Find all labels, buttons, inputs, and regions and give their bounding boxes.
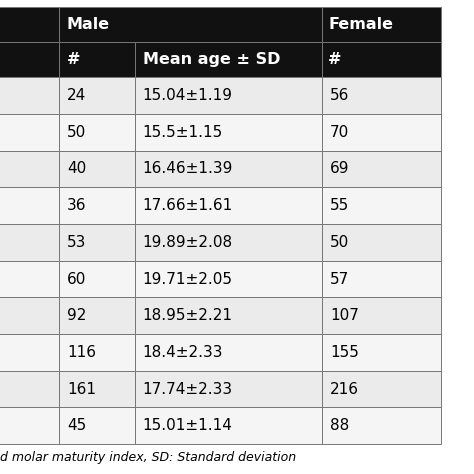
Bar [59, 187, 135, 224]
Bar [322, 224, 441, 261]
Text: 24: 24 [67, 88, 86, 103]
Text: 50: 50 [67, 125, 86, 140]
Text: 16.46±1.39: 16.46±1.39 [143, 162, 233, 176]
Bar [322, 261, 441, 297]
Text: 15.04±1.19: 15.04±1.19 [143, 88, 233, 103]
Text: 19.89±2.08: 19.89±2.08 [143, 235, 233, 250]
Bar [0, 151, 59, 187]
Text: 155: 155 [330, 345, 359, 360]
Bar [135, 408, 322, 444]
Text: 50: 50 [330, 235, 349, 250]
Bar [135, 224, 322, 261]
Bar [0, 77, 59, 114]
Bar [0, 261, 59, 297]
Bar [322, 114, 441, 151]
Text: 216: 216 [330, 382, 359, 397]
Bar [0, 297, 59, 334]
Text: 88: 88 [330, 418, 349, 433]
Text: 15.01±1.14: 15.01±1.14 [143, 418, 233, 433]
Bar [322, 187, 441, 224]
Text: 56: 56 [330, 88, 349, 103]
Text: 40: 40 [67, 162, 86, 176]
Bar [135, 334, 322, 371]
Text: 36: 36 [67, 198, 86, 213]
Bar [59, 224, 135, 261]
Bar [135, 371, 322, 408]
Bar [59, 297, 135, 334]
Bar [59, 7, 322, 42]
Text: 17.66±1.61: 17.66±1.61 [143, 198, 233, 213]
Bar [135, 187, 322, 224]
Text: 60: 60 [67, 272, 86, 287]
Bar [0, 371, 59, 408]
Bar [322, 7, 441, 42]
Text: 69: 69 [330, 162, 349, 176]
Text: 57: 57 [330, 272, 349, 287]
Text: 53: 53 [67, 235, 86, 250]
Bar [135, 42, 322, 77]
Bar [59, 42, 135, 77]
Text: 107: 107 [330, 308, 359, 323]
Bar [59, 114, 135, 151]
Bar [0, 42, 59, 77]
Bar [135, 77, 322, 114]
Bar [0, 408, 59, 444]
Text: Male: Male [67, 17, 110, 32]
Bar [322, 297, 441, 334]
Text: 17.74±2.33: 17.74±2.33 [143, 382, 233, 397]
Bar [0, 224, 59, 261]
Bar [59, 371, 135, 408]
Bar [322, 42, 441, 77]
Text: 116: 116 [67, 345, 96, 360]
Bar [322, 371, 441, 408]
Bar [0, 7, 59, 42]
Bar [0, 114, 59, 151]
Text: Female: Female [328, 17, 393, 32]
Bar [135, 151, 322, 187]
Text: #: # [328, 52, 341, 67]
Bar [135, 297, 322, 334]
Bar [0, 334, 59, 371]
Bar [322, 77, 441, 114]
Bar [0, 187, 59, 224]
Bar [135, 114, 322, 151]
Text: 18.95±2.21: 18.95±2.21 [143, 308, 233, 323]
Bar [59, 151, 135, 187]
Text: 15.5±1.15: 15.5±1.15 [143, 125, 223, 140]
Text: 45: 45 [67, 418, 86, 433]
Bar [59, 408, 135, 444]
Text: 161: 161 [67, 382, 96, 397]
Text: 18.4±2.33: 18.4±2.33 [143, 345, 223, 360]
Text: Mean age ± SD: Mean age ± SD [143, 52, 280, 67]
Text: 92: 92 [67, 308, 86, 323]
Bar [322, 334, 441, 371]
Bar [59, 261, 135, 297]
Text: d molar maturity index, SD: Standard deviation: d molar maturity index, SD: Standard dev… [0, 451, 296, 464]
Text: #: # [67, 52, 80, 67]
Bar [322, 408, 441, 444]
Text: 19.71±2.05: 19.71±2.05 [143, 272, 233, 287]
Text: 70: 70 [330, 125, 349, 140]
Text: 55: 55 [330, 198, 349, 213]
Bar [59, 77, 135, 114]
Bar [59, 334, 135, 371]
Bar [322, 151, 441, 187]
Bar [135, 261, 322, 297]
